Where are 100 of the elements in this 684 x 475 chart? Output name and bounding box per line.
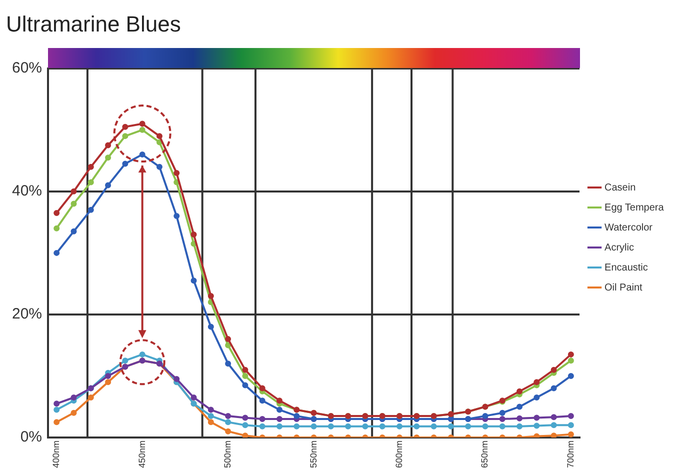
point	[54, 250, 60, 256]
point	[259, 385, 266, 392]
point	[225, 342, 232, 348]
x-tick-label: 700nm	[565, 440, 576, 468]
point	[550, 385, 557, 392]
point	[242, 372, 248, 379]
point	[174, 170, 180, 176]
point	[156, 133, 162, 140]
point	[105, 372, 112, 379]
point	[70, 200, 77, 207]
point	[362, 423, 368, 430]
point	[414, 423, 420, 430]
point	[482, 412, 488, 419]
point	[54, 225, 60, 232]
point	[396, 423, 402, 430]
point	[568, 358, 574, 364]
point	[190, 278, 197, 284]
point	[70, 188, 77, 194]
y-tick-label: 40%	[12, 182, 42, 200]
point	[568, 431, 574, 438]
point	[499, 410, 506, 416]
point	[516, 423, 523, 430]
point	[190, 231, 197, 238]
point	[534, 394, 540, 400]
point	[225, 336, 232, 342]
point	[550, 366, 557, 373]
point	[122, 133, 128, 140]
point	[550, 414, 557, 420]
point	[310, 423, 317, 430]
point	[122, 358, 128, 364]
point	[70, 228, 77, 234]
chart-title: Ultramarine Blues	[6, 11, 181, 36]
point	[105, 182, 112, 188]
point	[105, 142, 112, 148]
legend-label: Encaustic	[604, 262, 648, 274]
point	[550, 422, 557, 428]
point	[276, 416, 282, 422]
point	[534, 422, 540, 429]
point	[328, 423, 334, 430]
point	[139, 152, 146, 158]
point	[276, 423, 282, 430]
point	[54, 406, 60, 413]
point	[88, 206, 94, 213]
legend-label: Acrylic	[604, 242, 634, 254]
point	[276, 398, 282, 404]
legend-label: Oil Paint	[604, 282, 643, 294]
legend-label: Casein	[604, 182, 636, 194]
point	[568, 412, 574, 419]
point	[242, 422, 248, 428]
point	[294, 423, 300, 430]
point	[242, 366, 248, 373]
point	[225, 412, 232, 419]
point	[259, 398, 266, 404]
point	[139, 351, 146, 358]
point	[54, 210, 60, 216]
point	[105, 154, 112, 161]
point	[174, 213, 180, 220]
point	[225, 419, 232, 426]
point	[482, 423, 488, 430]
point	[430, 423, 437, 430]
point	[259, 423, 266, 430]
point	[105, 379, 112, 386]
point	[208, 293, 214, 299]
point	[54, 419, 60, 426]
point	[516, 404, 523, 410]
point	[499, 416, 506, 422]
point	[208, 324, 214, 330]
point	[568, 372, 574, 379]
point	[345, 423, 352, 430]
point	[499, 423, 506, 430]
y-tick-label: 0%	[20, 428, 42, 446]
point	[568, 422, 574, 428]
point	[208, 419, 214, 426]
point	[225, 428, 232, 434]
point	[122, 124, 128, 130]
point	[242, 382, 248, 388]
point	[208, 412, 214, 419]
point	[465, 423, 472, 430]
y-tick-label: 20%	[12, 306, 42, 323]
point	[379, 423, 386, 430]
point	[294, 412, 300, 419]
point	[225, 360, 232, 367]
point	[534, 414, 540, 421]
point	[122, 160, 128, 167]
x-tick-label: 550nm	[308, 440, 318, 468]
point	[208, 406, 214, 413]
x-tick-label: 500nm	[222, 440, 233, 468]
point	[70, 410, 77, 416]
y-tick-label: 60%	[12, 60, 42, 77]
point	[70, 394, 77, 400]
point	[448, 423, 454, 430]
point	[88, 179, 94, 186]
point	[276, 406, 282, 413]
x-tick-label: 400nm	[51, 440, 62, 468]
point	[174, 376, 180, 382]
legend-label: Egg Tempera	[604, 202, 664, 214]
x-tick-label: 450nm	[136, 440, 147, 468]
point	[156, 164, 162, 170]
point	[54, 400, 60, 407]
point	[88, 164, 94, 170]
